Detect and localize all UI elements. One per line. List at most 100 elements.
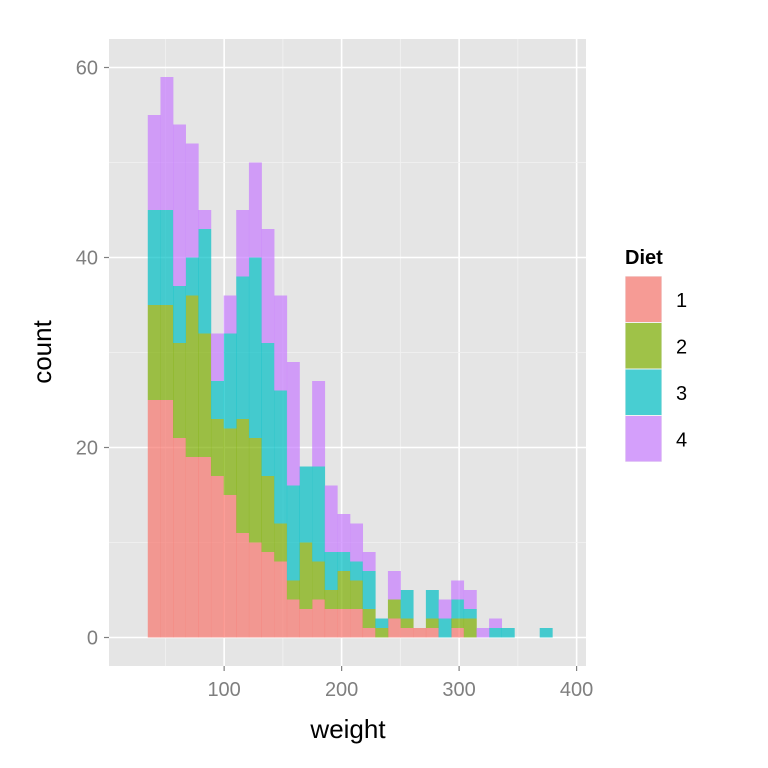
bar-diet-1 <box>425 628 439 638</box>
bar-diet-3 <box>501 628 515 638</box>
bar-diet-2 <box>425 618 439 628</box>
bar-diet-2 <box>274 523 288 562</box>
bar-diet-4 <box>451 580 465 600</box>
bar-diet-3 <box>362 571 376 609</box>
bar-diet-3 <box>375 618 389 628</box>
series-2 <box>147 295 477 638</box>
bar-diet-4 <box>463 590 477 609</box>
bar-diet-3 <box>438 618 452 638</box>
bar-diet-4 <box>286 362 300 486</box>
bar-diet-1 <box>387 618 401 638</box>
legend-swatch-diet-4 <box>625 416 662 462</box>
legend-swatch-diet-1 <box>625 276 662 322</box>
bar-diet-3 <box>160 210 174 305</box>
series-4 <box>147 77 503 638</box>
bar-diet-1 <box>312 599 326 638</box>
bar-diet-3 <box>463 609 477 619</box>
bar-diet-1 <box>198 457 212 638</box>
y-tick-label: 0 <box>87 628 98 650</box>
legend-label-diet-1: 1 <box>676 290 687 312</box>
bar-diet-2 <box>185 295 199 457</box>
bar-diet-1 <box>324 609 338 638</box>
bar-diet-1 <box>248 542 262 638</box>
bar-diet-2 <box>324 590 338 609</box>
legend-label-diet-4: 4 <box>676 430 687 452</box>
legend-title: Diet <box>625 247 663 269</box>
bar-diet-3 <box>173 286 186 343</box>
bar-diet-1 <box>173 438 186 638</box>
bar-diet-2 <box>261 476 275 552</box>
bar-diet-4 <box>337 514 351 552</box>
bar-diet-3 <box>223 333 237 429</box>
bar-diet-1 <box>337 609 351 638</box>
bar-diet-4 <box>223 295 237 334</box>
bar-diet-1 <box>413 628 427 638</box>
x-tick-label: 200 <box>325 679 358 701</box>
bar-diet-3 <box>400 590 414 619</box>
bar-diet-1 <box>350 609 364 638</box>
series-3 <box>147 210 553 638</box>
bar-diet-3 <box>489 628 503 638</box>
bars-layer <box>147 77 553 638</box>
bar-diet-2 <box>350 580 364 609</box>
bar-diet-3 <box>324 552 338 590</box>
bar-diet-1 <box>236 533 250 638</box>
legend-swatch-diet-2 <box>625 323 662 369</box>
bar-diet-2 <box>337 571 351 609</box>
bar-diet-4 <box>198 210 212 229</box>
bar-diet-2 <box>362 609 376 628</box>
bar-diet-2 <box>210 419 224 476</box>
bar-diet-4 <box>185 143 199 258</box>
bar-diet-2 <box>198 333 212 457</box>
x-axis-ticks: 100 200 300 400 <box>207 666 593 701</box>
bar-diet-1 <box>274 561 288 638</box>
bar-diet-4 <box>261 229 275 343</box>
y-tick-label: 20 <box>76 438 98 460</box>
bar-diet-2 <box>451 618 465 628</box>
bar-diet-3 <box>286 485 300 581</box>
bar-diet-3 <box>185 257 199 296</box>
x-tick-label: 400 <box>560 679 593 701</box>
bar-diet-2 <box>299 542 313 609</box>
y-tick-label: 40 <box>76 248 98 270</box>
bar-diet-3 <box>147 210 161 305</box>
bar-diet-2 <box>160 305 174 400</box>
x-axis-title: weight <box>309 714 386 744</box>
bar-diet-4 <box>489 618 503 628</box>
bar-diet-1 <box>286 599 300 638</box>
bar-diet-2 <box>173 343 186 438</box>
bar-diet-4 <box>476 628 490 638</box>
bar-diet-1 <box>261 552 275 638</box>
bar-diet-2 <box>387 599 401 619</box>
bar-diet-2 <box>375 628 389 638</box>
bar-diet-3 <box>337 552 351 571</box>
bar-diet-1 <box>451 628 465 638</box>
bar-diet-2 <box>147 305 161 400</box>
bar-diet-2 <box>312 561 326 600</box>
bar-diet-3 <box>350 561 364 581</box>
y-axis-ticks: 0 20 40 60 <box>76 58 109 650</box>
bar-diet-3 <box>198 229 212 334</box>
bar-diet-3 <box>236 276 250 419</box>
bar-diet-4 <box>438 599 452 619</box>
bar-diet-4 <box>160 77 174 210</box>
bar-diet-3 <box>451 599 465 619</box>
bar-diet-4 <box>350 523 364 562</box>
bar-diet-2 <box>223 428 237 495</box>
bar-diet-4 <box>236 210 250 277</box>
bar-diet-4 <box>362 552 376 571</box>
y-tick-label: 60 <box>76 58 98 80</box>
series-1 <box>147 400 465 638</box>
bar-diet-4 <box>147 115 161 210</box>
bar-diet-2 <box>286 580 300 600</box>
bar-diet-3 <box>299 466 313 543</box>
bar-diet-3 <box>274 390 288 524</box>
bar-diet-3 <box>248 257 262 438</box>
bar-diet-1 <box>400 628 414 638</box>
y-axis-title: count <box>27 319 57 383</box>
bar-diet-1 <box>299 609 313 638</box>
bar-diet-1 <box>185 457 199 638</box>
bar-diet-1 <box>362 628 376 638</box>
bar-diet-1 <box>160 400 174 638</box>
